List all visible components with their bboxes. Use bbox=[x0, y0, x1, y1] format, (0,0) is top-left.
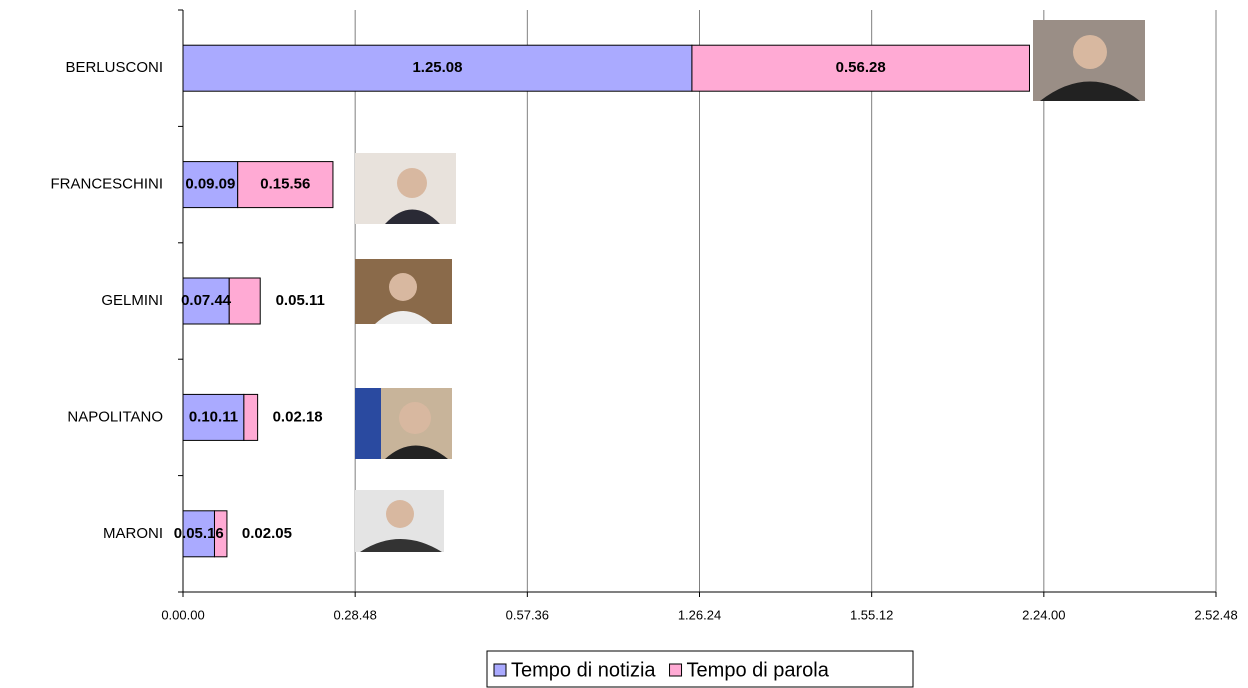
x-tick-label: 2.52.48 bbox=[1194, 607, 1237, 622]
photo-face bbox=[1073, 35, 1107, 69]
y-tick-label: FRANCESCHINI bbox=[50, 176, 163, 193]
photo-face bbox=[397, 168, 427, 198]
photo-body bbox=[385, 445, 448, 459]
value-label: 1.25.08 bbox=[412, 59, 462, 76]
legend-box bbox=[486, 650, 914, 688]
x-tick-label: 1.26.24 bbox=[678, 607, 721, 622]
value-label: 0.02.05 bbox=[242, 525, 292, 542]
photo-body bbox=[375, 311, 432, 324]
x-tick-label: 2.24.00 bbox=[1022, 607, 1065, 622]
bar bbox=[182, 393, 245, 441]
value-label: 0.09.09 bbox=[185, 176, 235, 193]
x-tick-label: 0.57.36 bbox=[506, 607, 549, 622]
y-tick-label: BERLUSCONI bbox=[65, 59, 163, 76]
photo-flag bbox=[355, 388, 381, 459]
bar bbox=[182, 44, 693, 92]
photo-body bbox=[1040, 81, 1140, 101]
value-label: 0.10.11 bbox=[189, 408, 238, 425]
value-label: 0.05.16 bbox=[174, 525, 224, 542]
value-label: 0.56.28 bbox=[836, 59, 886, 76]
bar bbox=[237, 161, 334, 209]
bar bbox=[182, 277, 230, 325]
value-label: 0.02.18 bbox=[273, 408, 323, 425]
bar bbox=[213, 510, 228, 558]
photo-face bbox=[389, 273, 417, 301]
bar bbox=[691, 44, 1030, 92]
legend-label: Tempo di notizia bbox=[511, 659, 656, 681]
y-tick-label: GELMINI bbox=[101, 292, 163, 309]
y-tick-label: NAPOLITANO bbox=[67, 408, 163, 425]
x-tick-label: 0.28.48 bbox=[333, 607, 376, 622]
photo-body bbox=[385, 209, 440, 224]
photo-face bbox=[399, 402, 431, 434]
bar bbox=[243, 393, 259, 441]
bar bbox=[228, 277, 261, 325]
value-label: 0.15.56 bbox=[260, 176, 310, 193]
value-label: 0.05.11 bbox=[276, 292, 325, 309]
x-tick-label: 1.55.12 bbox=[850, 607, 893, 622]
value-label: 0.07.44 bbox=[181, 292, 232, 309]
photos bbox=[355, 20, 1145, 552]
x-tick-label: 0.00.00 bbox=[161, 607, 204, 622]
photo-body bbox=[360, 539, 442, 552]
legend-swatch bbox=[493, 663, 507, 677]
legend-swatch bbox=[669, 663, 683, 677]
y-tick-label: MARONI bbox=[103, 525, 163, 542]
bar bbox=[182, 161, 239, 209]
legend-label: Tempo di parola bbox=[687, 659, 830, 681]
photo-face bbox=[386, 500, 414, 528]
